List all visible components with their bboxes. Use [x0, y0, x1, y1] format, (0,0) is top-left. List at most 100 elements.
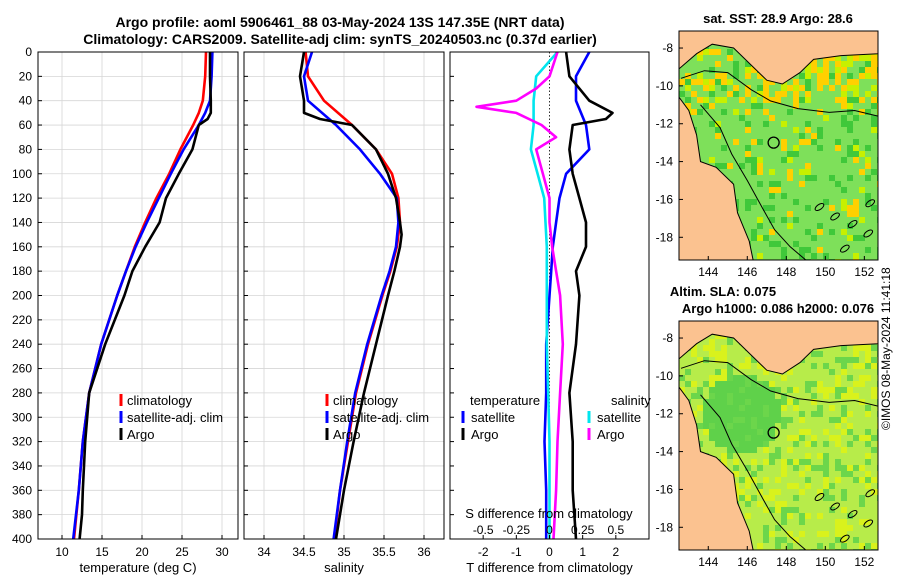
map-cell — [745, 205, 751, 211]
map-cell — [697, 423, 703, 429]
map-cell — [817, 79, 823, 85]
map-cell — [823, 67, 829, 73]
map-cell — [865, 351, 871, 357]
map-cell — [751, 375, 757, 381]
map-cell — [733, 411, 739, 417]
map-cell — [727, 399, 733, 405]
map-cell — [865, 91, 871, 97]
map-cell — [871, 387, 877, 393]
map-cell — [745, 399, 751, 405]
map-cell — [793, 387, 799, 393]
map-cell — [865, 543, 871, 549]
depth-tick-label: 20 — [19, 69, 33, 83]
map-cell — [847, 393, 853, 399]
map-cell — [757, 163, 763, 169]
diff-legend-label-2: satellite — [597, 410, 641, 425]
diff-legend-label-1: Argo — [471, 427, 498, 442]
map-cell — [781, 139, 787, 145]
map-cell — [757, 217, 763, 223]
map-cell — [805, 429, 811, 435]
map-cell — [835, 459, 841, 465]
map-cell — [793, 441, 799, 447]
shelf-contour-west — [700, 104, 807, 260]
map-cell — [871, 169, 877, 175]
map-cell — [721, 351, 727, 357]
map-cell — [853, 477, 859, 483]
map-cell — [811, 133, 817, 139]
map-cell — [775, 387, 781, 393]
map-cell — [799, 513, 805, 519]
map-cell — [703, 405, 709, 411]
map-latitude-label: -10 — [656, 79, 674, 93]
map-cell — [847, 85, 853, 91]
map-cell — [805, 465, 811, 471]
map-cell — [865, 483, 871, 489]
reef-outline — [814, 202, 825, 212]
map-cell — [841, 121, 847, 127]
map-cell — [847, 127, 853, 133]
map-cell — [775, 241, 781, 247]
map-cell — [835, 393, 841, 399]
map-cell — [745, 363, 751, 369]
map-cell — [841, 531, 847, 537]
map-cell — [721, 73, 727, 79]
map-cell — [757, 429, 763, 435]
map-cell — [805, 127, 811, 133]
map-cell — [853, 157, 859, 163]
map-cell — [817, 453, 823, 459]
map-cell — [715, 393, 721, 399]
map-cell — [781, 519, 787, 525]
map-cell — [733, 375, 739, 381]
map-cell — [721, 357, 727, 363]
map-cell — [805, 175, 811, 181]
map-cell — [763, 417, 769, 423]
reef-outline — [830, 502, 840, 511]
map-cell — [751, 97, 757, 103]
map-latitude-label: -14 — [656, 445, 674, 459]
map-cell — [799, 253, 805, 259]
map-cell — [823, 531, 829, 537]
map-cell — [853, 211, 859, 217]
map-cell — [745, 393, 751, 399]
map-cell — [745, 127, 751, 133]
map-cell — [763, 411, 769, 417]
reef-outline — [839, 534, 850, 543]
map-cell — [757, 85, 763, 91]
map-cell — [799, 85, 805, 91]
map-cell — [811, 393, 817, 399]
map-cell — [751, 417, 757, 423]
map-sst-group — [679, 31, 878, 260]
map-cell — [751, 235, 757, 241]
map-cell — [811, 411, 817, 417]
map-cell — [793, 495, 799, 501]
map-cell — [763, 369, 769, 375]
map-cell — [757, 501, 763, 507]
map-cell — [823, 489, 829, 495]
map-longitude-label: 144 — [698, 265, 718, 279]
map-cell — [793, 79, 799, 85]
map-cell — [769, 193, 775, 199]
map-cell — [847, 441, 853, 447]
map-cell — [715, 417, 721, 423]
map-cell — [721, 453, 727, 459]
map-cell — [733, 465, 739, 471]
map-cell — [847, 61, 853, 67]
depth-tick-label: 240 — [12, 337, 32, 351]
salinity-x-axis-label: salinity — [324, 560, 364, 575]
map-cell — [757, 441, 763, 447]
map-cell — [691, 411, 697, 417]
map-cell — [811, 465, 817, 471]
map-cell — [805, 97, 811, 103]
map-cell — [823, 465, 829, 471]
map-cell — [769, 381, 775, 387]
map-cell — [745, 109, 751, 115]
grid-layer — [38, 51, 550, 540]
map-cell — [751, 163, 757, 169]
salinity-difference-tick-label: 0 — [546, 523, 553, 537]
map-cell — [829, 229, 835, 235]
temperature-x-tick-label: 20 — [135, 545, 149, 559]
map-cell — [835, 55, 841, 61]
map-cell — [733, 435, 739, 441]
map-cell — [805, 483, 811, 489]
map-cell — [727, 339, 733, 345]
